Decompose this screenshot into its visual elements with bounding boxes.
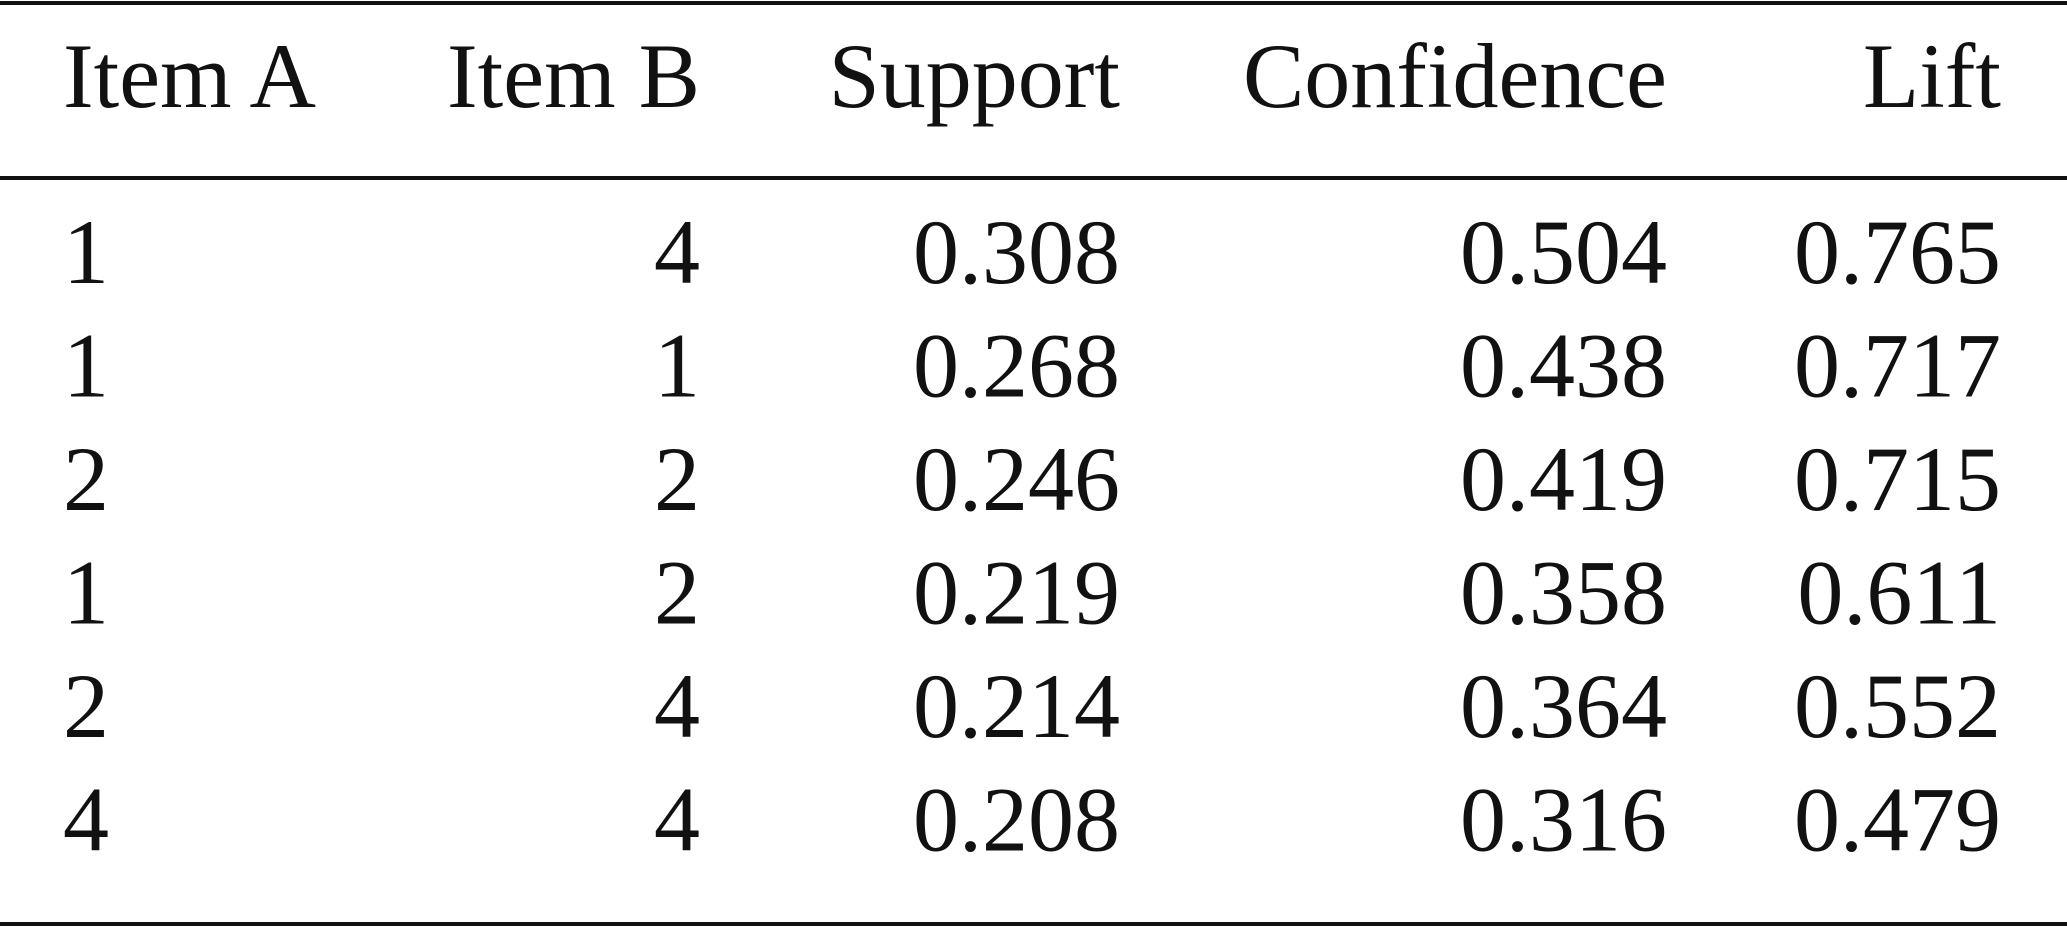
header-cell: Item A [63, 25, 316, 127]
table-cell: 0.438 [1460, 315, 1667, 417]
table-cell: 2 [63, 655, 109, 757]
table-cell: 2 [654, 428, 700, 530]
header-cell: Support [829, 25, 1121, 127]
table-cell: 0.765 [1794, 201, 2001, 303]
table-cell: 4 [654, 201, 700, 303]
table-cell: 1 [63, 201, 109, 303]
table-cell: 1 [654, 315, 700, 417]
header-cell: Lift [1863, 25, 2001, 127]
header-cell: Confidence [1243, 25, 1667, 127]
table-cell: 0.364 [1460, 655, 1667, 757]
table-cell: 0.479 [1794, 769, 2001, 871]
header-cell: Item B [447, 25, 700, 127]
table-cell: 0.715 [1794, 428, 2001, 530]
table-cell: 1 [63, 542, 109, 644]
table-cell: 1 [63, 315, 109, 417]
table-cell: 2 [654, 542, 700, 644]
table-cell: 4 [654, 655, 700, 757]
table-cell: 2 [63, 428, 109, 530]
table-cell: 0.208 [913, 769, 1120, 871]
table-cell: 0.316 [1460, 769, 1667, 871]
table-cell: 0.358 [1460, 542, 1667, 644]
table-cell: 0.552 [1794, 655, 2001, 757]
table-cell: 0.214 [913, 655, 1120, 757]
table-cell: 0.611 [1797, 542, 2001, 644]
table-cell: 0.717 [1794, 315, 2001, 417]
table-cell: 0.268 [913, 315, 1120, 417]
table-cell: 0.246 [913, 428, 1120, 530]
table-cell: 4 [654, 769, 700, 871]
table-cell: 0.504 [1460, 201, 1667, 303]
table-cell: 0.419 [1460, 428, 1667, 530]
table-cell: 0.219 [913, 542, 1120, 644]
table-cell: 4 [63, 769, 109, 871]
table-cell: 0.308 [913, 201, 1120, 303]
